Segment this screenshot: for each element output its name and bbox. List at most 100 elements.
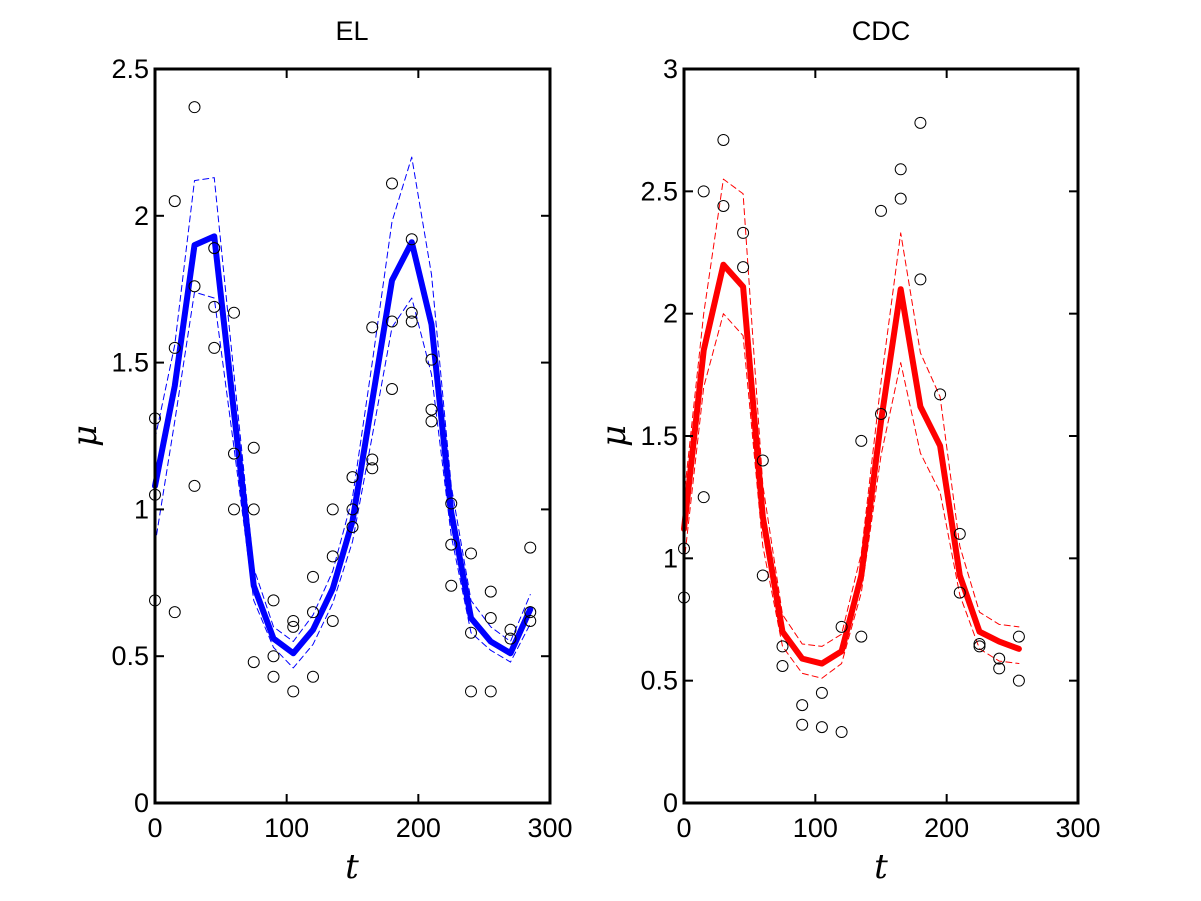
- panel-el: EL t μ 0 100 200 300 0 0.5 1 1.5 2 2.5: [65, 16, 573, 887]
- data-point: [247, 503, 260, 516]
- y-tick-label: 0.5: [111, 641, 149, 671]
- data-point: [346, 503, 359, 516]
- y-tick-label: 0: [663, 788, 678, 818]
- data-point: [405, 315, 418, 328]
- data-point: [267, 670, 280, 683]
- data-point: [717, 133, 730, 146]
- data-point: [425, 353, 438, 366]
- data-point: [484, 685, 497, 698]
- data-point: [208, 341, 221, 354]
- data-point: [307, 670, 319, 683]
- y-tick-label: 2.5: [111, 54, 149, 84]
- data-point: [208, 300, 221, 313]
- data-point: [168, 606, 181, 619]
- data-point: [504, 623, 517, 636]
- data-point: [287, 620, 300, 633]
- data-point: [737, 226, 750, 239]
- data-point: [425, 403, 438, 416]
- data-point: [307, 606, 319, 619]
- data-point: [815, 721, 828, 734]
- y-tick-label: 2: [134, 201, 149, 231]
- data-point: [697, 185, 710, 198]
- data-point: [697, 491, 710, 504]
- data-point: [835, 726, 848, 739]
- x-axis-label: t: [345, 847, 359, 887]
- y-tick-label: 0: [134, 788, 149, 818]
- y-tick-label: 2.5: [640, 176, 678, 206]
- y-tick-label: 0.5: [640, 666, 678, 696]
- x-tick-label: 0: [147, 813, 162, 843]
- x-tick-label: 300: [1055, 813, 1100, 843]
- x-tick-label: 300: [527, 813, 572, 843]
- x-tick-label: 0: [676, 813, 691, 843]
- data-point: [993, 652, 1006, 665]
- data-point: [776, 640, 789, 653]
- data-point: [504, 632, 517, 645]
- data-point: [228, 306, 240, 319]
- axes-box: [153, 67, 552, 805]
- data-point: [267, 650, 280, 663]
- panel-cdc: CDC t μ 0 100 200 300 0 0.5 1 1.5 2 2.5 3: [594, 16, 1101, 887]
- upper-bound-line: [154, 156, 531, 643]
- data-point: [465, 626, 477, 639]
- data-point: [307, 570, 319, 583]
- data-point: [796, 699, 809, 712]
- upper-bound-line: [683, 178, 1020, 647]
- data-point: [855, 630, 868, 643]
- data-point: [717, 200, 730, 213]
- x-axis-label: t: [874, 847, 888, 887]
- data-point: [188, 101, 201, 114]
- x-tick-label: 100: [264, 813, 309, 843]
- data-point: [267, 594, 280, 607]
- data-point: [247, 656, 260, 669]
- panel-title: EL: [335, 16, 368, 46]
- y-tick-label: 1: [134, 494, 149, 524]
- x-tick-label: 100: [793, 813, 838, 843]
- data-point: [934, 388, 947, 401]
- data-point: [953, 586, 966, 599]
- data-point: [465, 685, 477, 698]
- data-point: [366, 453, 379, 466]
- data-point: [465, 547, 477, 560]
- y-tick-label: 1.5: [111, 348, 149, 378]
- data-point: [445, 579, 458, 592]
- data-point: [326, 614, 339, 627]
- data-point: [484, 612, 497, 625]
- x-tick-label: 200: [396, 813, 441, 843]
- data-point: [346, 521, 359, 534]
- lower-bound-line: [154, 291, 531, 669]
- y-axis-label: μ: [65, 425, 105, 447]
- data-point: [168, 195, 181, 208]
- data-point: [524, 614, 537, 627]
- data-point: [875, 204, 887, 217]
- data-point: [484, 585, 497, 598]
- data-point: [855, 434, 868, 447]
- data-point: [188, 479, 201, 492]
- data-point: [445, 497, 458, 510]
- data-point: [756, 569, 769, 582]
- data-point: [1012, 674, 1025, 687]
- fit-line: [681, 261, 1022, 667]
- data-point: [815, 686, 828, 699]
- data-point: [425, 415, 438, 428]
- data-point: [953, 527, 966, 540]
- data-point: [993, 662, 1006, 675]
- data-point: [247, 441, 260, 454]
- fit-line: [152, 233, 534, 657]
- data-point: [524, 541, 537, 554]
- data-point: [386, 383, 398, 396]
- data-point: [894, 163, 907, 176]
- data-point: [168, 341, 181, 354]
- data-point: [756, 454, 769, 467]
- data-point: [445, 538, 458, 551]
- y-tick-label: 1: [663, 543, 678, 573]
- data-point: [524, 606, 537, 619]
- data-point: [386, 315, 398, 328]
- data-point: [287, 614, 300, 627]
- y-tick-label: 2: [663, 299, 678, 329]
- data-point: [405, 233, 418, 246]
- data-point: [973, 640, 986, 653]
- data-point: [386, 177, 398, 190]
